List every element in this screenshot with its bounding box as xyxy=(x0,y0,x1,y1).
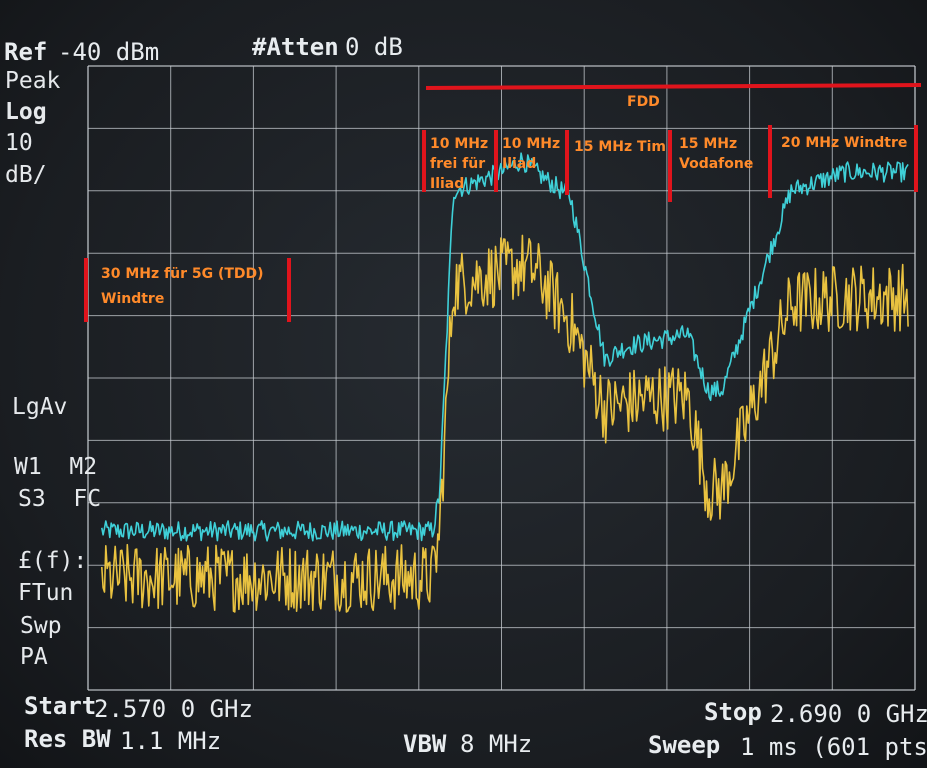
scale-unit: dB/ xyxy=(5,162,47,188)
stop-value: 2.690 0 GHz xyxy=(770,700,927,728)
ftun-label: FTun xyxy=(18,580,74,606)
detector-label: Peak xyxy=(5,68,61,94)
iliad-line1: 10 MHz xyxy=(502,136,561,152)
scale-type-label: Log xyxy=(5,99,47,125)
free-line2: frei für xyxy=(430,156,486,172)
windtre20-label: 20 MHz Windtre xyxy=(781,135,908,151)
vbw-value: 8 MHz xyxy=(460,730,533,758)
average-trace xyxy=(101,234,909,613)
trace-status-row1: W1 M2 xyxy=(14,454,98,480)
swp-label: Swp xyxy=(20,613,62,639)
avg-label: LgAv xyxy=(12,394,68,420)
sweep-value: 1 ms (601 pts) xyxy=(740,733,927,761)
tdd-annotation: 30 MHz für 5G (TDD) Windtre xyxy=(101,264,264,309)
voda-line1: 15 MHz xyxy=(679,136,738,152)
fdd-label: FDD xyxy=(627,94,660,110)
trace-status-row2: S3 FC xyxy=(18,486,102,512)
vbw-label: VBW xyxy=(403,730,447,758)
scale-value: 10 xyxy=(5,130,33,156)
sweep-label: Sweep xyxy=(648,731,721,759)
ref-label: Ref xyxy=(4,38,48,66)
tdd-line2: Windtre xyxy=(101,291,165,307)
annotation-markers xyxy=(84,83,922,322)
traces xyxy=(101,152,909,613)
free-line3: Iliad xyxy=(430,176,465,192)
atten-label: #Atten xyxy=(252,33,339,61)
voda-line2: Vodafone xyxy=(679,156,754,172)
iliad-line2: Iliad xyxy=(502,156,537,172)
tdd-line1: 30 MHz für 5G (TDD) xyxy=(101,266,264,282)
res-bw-value: 1.1 MHz xyxy=(120,727,222,755)
free-annotation: 10 MHz frei für Iliad xyxy=(430,134,488,194)
res-bw-label: Res BW xyxy=(24,725,111,753)
fdd-span-marker xyxy=(425,83,922,90)
peak-trace xyxy=(101,152,909,542)
vodafone-annotation: 15 MHz Vodafone xyxy=(679,134,753,174)
atten-value: 0 dB xyxy=(345,33,403,61)
pa-label: PA xyxy=(20,644,48,670)
iliad-annotation: 10 MHz Iliad xyxy=(502,134,560,174)
start-label: Start xyxy=(24,692,97,720)
function-label: £(f): xyxy=(18,548,88,574)
stop-label: Stop xyxy=(704,698,762,726)
start-value: 2.570 0 GHz xyxy=(94,695,253,723)
free-line1: 10 MHz xyxy=(430,136,489,152)
tim-label: 15 MHz Tim xyxy=(574,139,666,155)
ref-value: -40 dBm xyxy=(58,38,160,66)
